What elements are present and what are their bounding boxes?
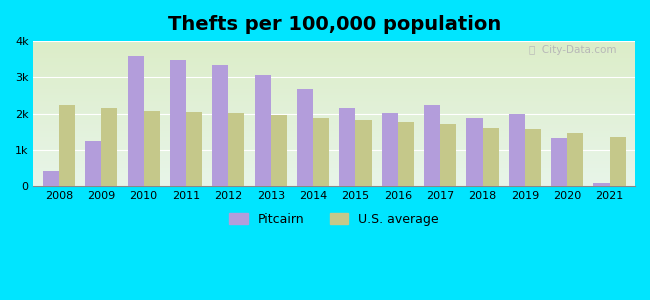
Bar bbox=[398, 122, 414, 186]
Bar bbox=[593, 184, 610, 186]
Text: ⓘ  City-Data.com: ⓘ City-Data.com bbox=[530, 46, 617, 56]
Bar bbox=[127, 56, 144, 186]
Bar bbox=[467, 118, 482, 186]
Bar bbox=[551, 138, 567, 186]
Bar bbox=[482, 128, 499, 186]
Bar bbox=[297, 89, 313, 186]
Bar bbox=[610, 137, 626, 186]
Bar bbox=[101, 108, 118, 186]
Bar bbox=[85, 141, 101, 186]
Bar bbox=[170, 60, 186, 186]
Bar bbox=[59, 105, 75, 186]
Bar bbox=[255, 74, 270, 186]
Bar bbox=[313, 118, 329, 186]
Bar bbox=[509, 115, 525, 186]
Bar bbox=[228, 113, 244, 186]
Bar bbox=[213, 65, 228, 186]
Bar bbox=[525, 129, 541, 186]
Bar bbox=[144, 111, 160, 186]
Title: Thefts per 100,000 population: Thefts per 100,000 population bbox=[168, 15, 501, 34]
Bar bbox=[567, 134, 583, 186]
Bar bbox=[382, 113, 398, 186]
Bar bbox=[270, 115, 287, 186]
Bar bbox=[339, 108, 356, 186]
Bar bbox=[43, 171, 59, 186]
Bar bbox=[356, 120, 372, 186]
Legend: Pitcairn, U.S. average: Pitcairn, U.S. average bbox=[224, 208, 444, 231]
Bar bbox=[186, 112, 202, 186]
Bar bbox=[424, 105, 440, 186]
Bar bbox=[440, 124, 456, 186]
